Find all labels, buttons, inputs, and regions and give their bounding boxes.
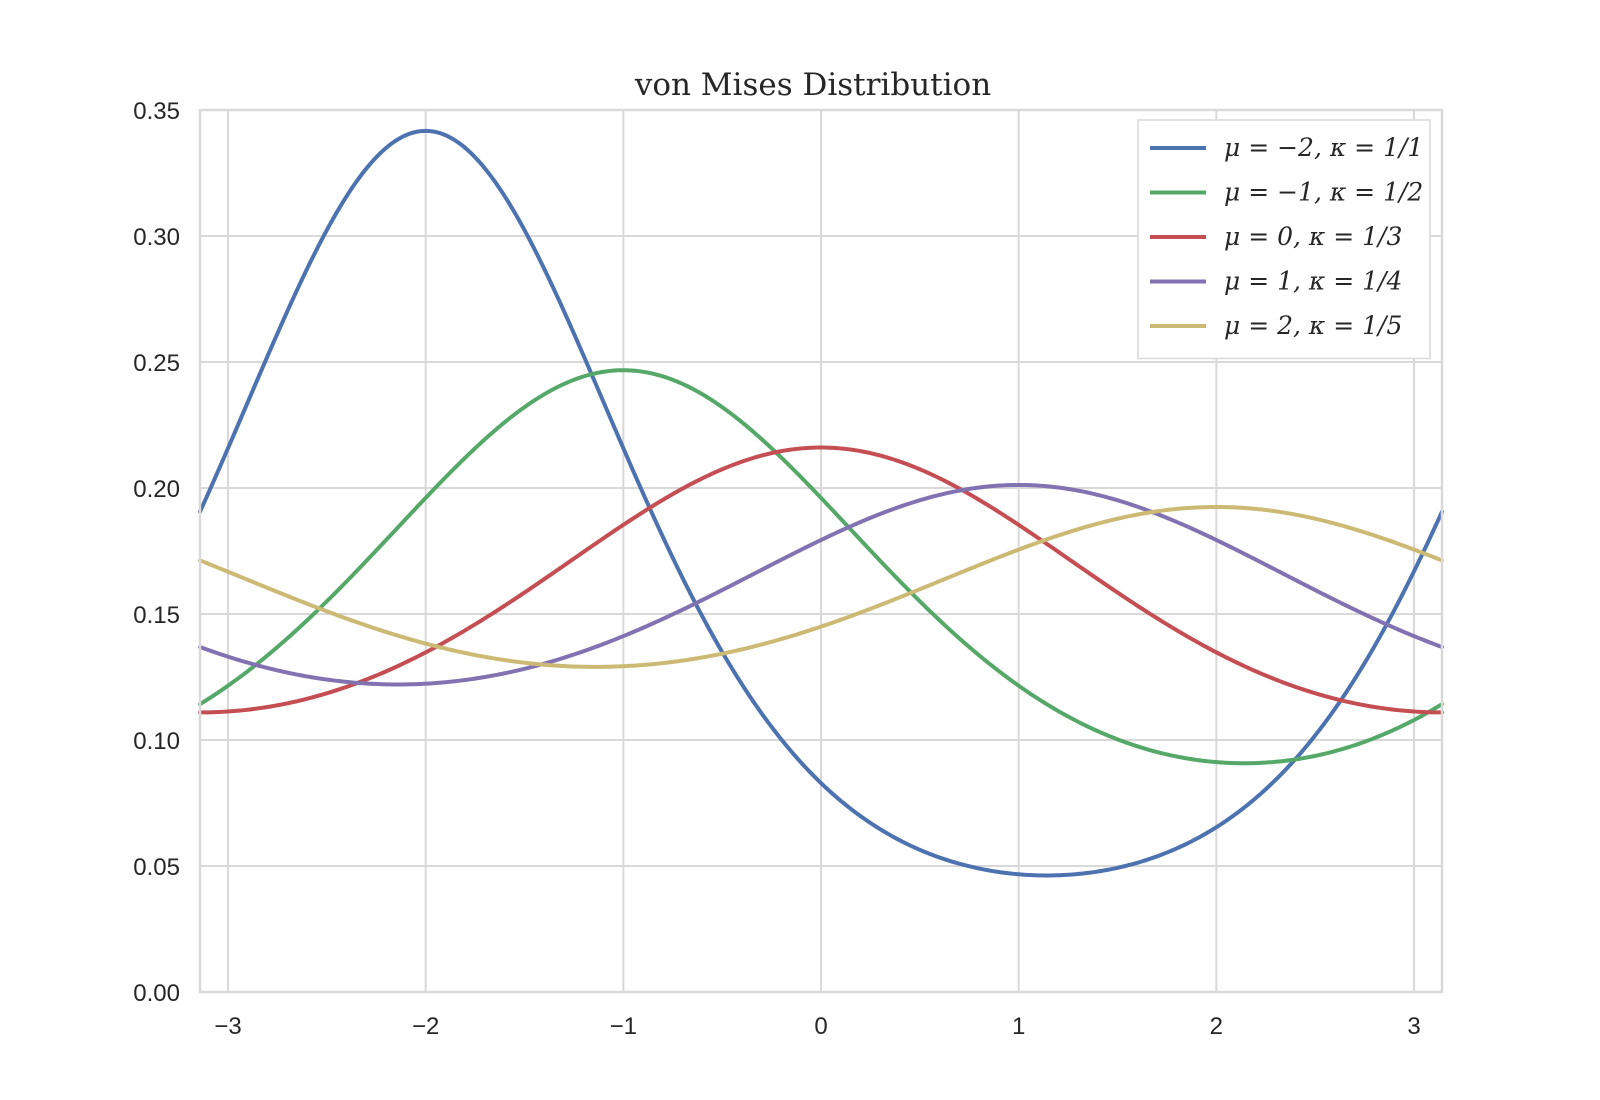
x-tick-label: −3: [214, 1013, 241, 1040]
legend-label: μ = −2, κ = 1/1: [1224, 133, 1423, 162]
y-tick-label: 0.10: [133, 728, 180, 755]
chart-title: von Mises Distribution: [634, 67, 991, 103]
y-tick-label: 0.30: [133, 224, 180, 251]
x-tick-label: 0: [814, 1013, 827, 1040]
legend-label: μ = 2, κ = 1/5: [1224, 311, 1402, 340]
y-tick-label: 0.20: [133, 476, 180, 503]
y-tick-label: 0.35: [133, 98, 180, 125]
legend-label: μ = −1, κ = 1/2: [1224, 178, 1423, 207]
legend-label: μ = 1, κ = 1/4: [1224, 267, 1402, 296]
legend-label: μ = 0, κ = 1/3: [1224, 222, 1402, 251]
y-tick-label: 0.00: [133, 980, 180, 1007]
x-tick-label: 2: [1210, 1013, 1223, 1040]
x-tick-label: 3: [1407, 1013, 1420, 1040]
y-tick-label: 0.15: [133, 602, 180, 629]
x-tick-label: −2: [412, 1013, 439, 1040]
y-tick-label: 0.25: [133, 350, 180, 377]
x-tick-label: −1: [610, 1013, 637, 1040]
y-tick-label: 0.05: [133, 854, 180, 881]
x-tick-label: 1: [1012, 1013, 1025, 1040]
legend: μ = −2, κ = 1/1 μ = −1, κ = 1/2 μ = 0, κ =…: [1138, 120, 1430, 359]
